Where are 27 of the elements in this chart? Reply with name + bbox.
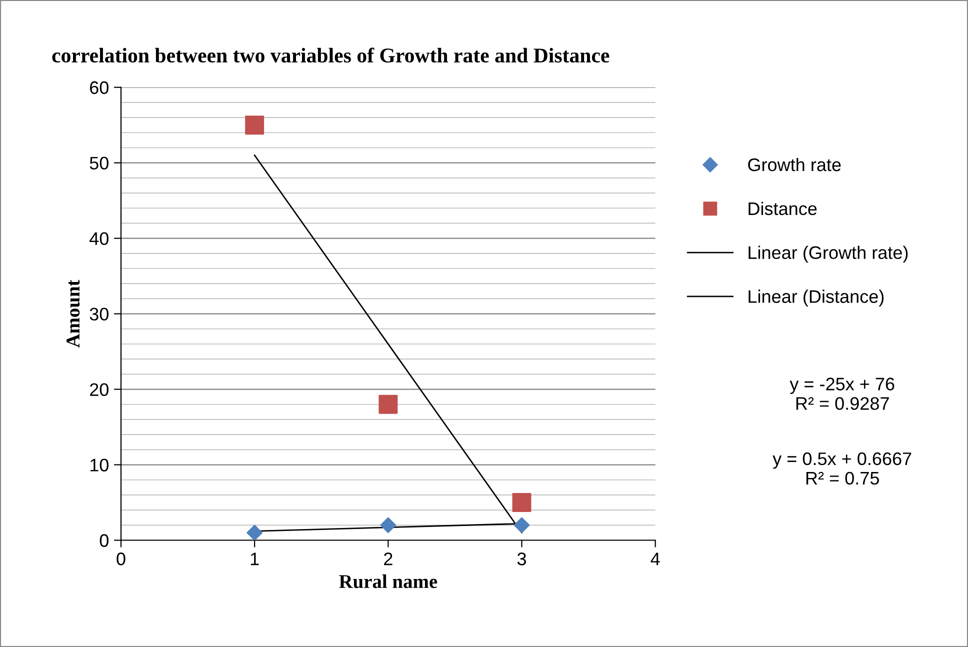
y-tick-label: 30 (90, 308, 108, 321)
text: y = 0.5x + 0.6667 R² = 0.75 (772, 452, 912, 485)
x-tick-label: 1 (250, 552, 259, 566)
legend-label: Growth rate (748, 158, 841, 172)
y-tick-label: 0 (100, 534, 108, 547)
x-tick-label: 0 (116, 552, 126, 566)
text: y = -25x + 76 R² = 0.9287 (790, 378, 894, 410)
x-tick-label: 3 (517, 552, 526, 566)
point (378, 394, 398, 414)
y-tick-label: 50 (90, 156, 108, 170)
x-tick-label: 4 (650, 552, 660, 566)
y-tick-label: 60 (90, 81, 108, 94)
point (514, 517, 530, 534)
y-tick-label: 10 (90, 458, 108, 472)
y-axis-title: Amount (66, 280, 80, 348)
x-tick-label: 2 (384, 552, 392, 566)
point (246, 524, 262, 540)
point (245, 116, 264, 135)
point (512, 493, 532, 512)
chart-title: correlation between two variables of Growth rate and Distance (52, 48, 610, 63)
y-tick-label: 40 (90, 232, 108, 246)
x-axis-title: Rural name (339, 574, 438, 588)
point (380, 517, 396, 534)
legend-label: Linear (Growth rate) (748, 246, 908, 263)
legend-label: Distance (748, 202, 817, 216)
y-tick-label: 20 (90, 383, 108, 396)
legend-label: Linear (Distance) (748, 290, 884, 307)
